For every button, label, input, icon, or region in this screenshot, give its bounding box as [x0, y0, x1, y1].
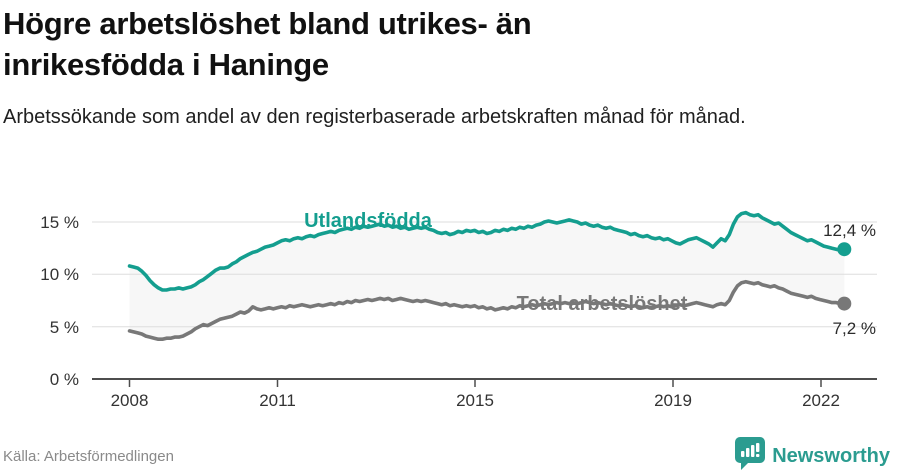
y-tick-label-0: 0 % — [50, 370, 79, 389]
line-utlandsfodda — [127, 210, 847, 292]
newsworthy-logo-icon — [735, 437, 766, 474]
x-tick-label-2008: 2008 — [111, 391, 149, 410]
y-tick-label-5: 5 % — [50, 318, 79, 337]
x-tick-label-2015: 2015 — [456, 391, 494, 410]
page-title: Högre arbetslöshet bland utrikes- än inr… — [3, 6, 532, 82]
series-label-utlandsfodda: Utlandsfödda — [304, 210, 433, 232]
end-value-utlandsfodda: 12,4 % — [823, 221, 876, 240]
series-label-total: Total arbetslöshet — [517, 293, 688, 315]
newsworthy-wordmark: Newsworthy — [772, 444, 890, 467]
page-subtitle: Arbetssökande som andel av den registerb… — [3, 106, 746, 128]
between-series-area — [129, 212, 845, 340]
x-tick-label-2022: 2022 — [802, 391, 840, 410]
end-dot-utlandsfodda — [837, 242, 852, 257]
y-tick-label-15: 15 % — [40, 213, 79, 232]
y-tick-label-10: 10 % — [40, 265, 79, 284]
x-tick-label-2019: 2019 — [654, 391, 692, 410]
end-dot-total — [837, 296, 852, 311]
newsworthy-brand: Newsworthy — [735, 437, 890, 474]
end-value-total: 7,2 % — [833, 319, 876, 338]
x-tick-label-2011: 2011 — [259, 391, 296, 410]
line-total-arbetsloshet — [127, 279, 847, 341]
line-chart: 15 % 10 % 5 % 0 % 2008 2011 2015 2019 20… — [0, 184, 900, 416]
source-note: Källa: Arbetsförmedlingen — [3, 448, 174, 465]
